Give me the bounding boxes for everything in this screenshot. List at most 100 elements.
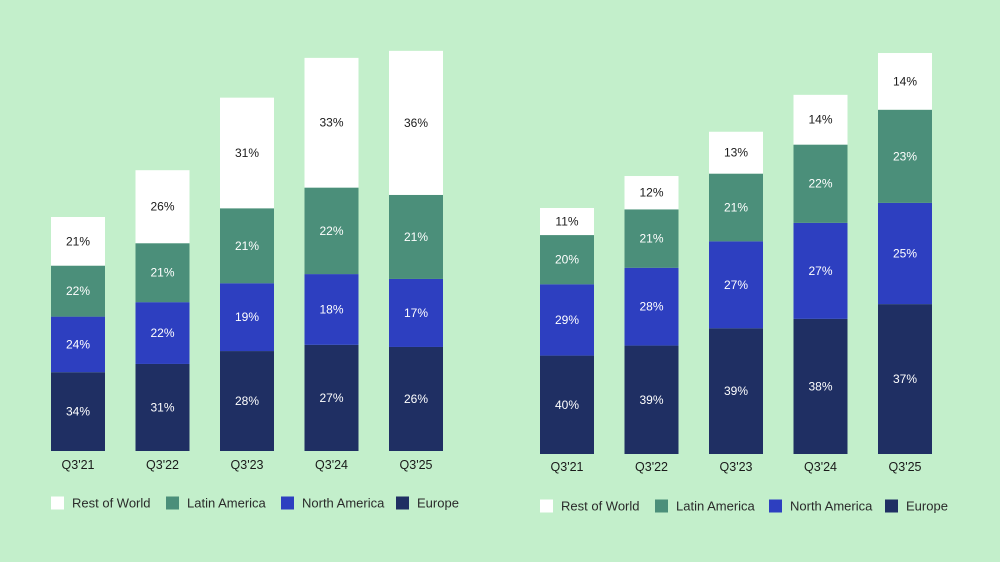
bar-segment-latin-america <box>389 194 443 279</box>
data-label-rest-of-world: 31% <box>235 146 259 160</box>
data-label-latin-america: 22% <box>66 284 90 298</box>
x-tick-label: Q3'25 <box>400 458 433 472</box>
data-label-latin-america: 21% <box>150 266 174 280</box>
bar-q3-24: 27% 18% 22% 33% <box>304 57 359 451</box>
bar-q3-23: 28% 19% 21% 31% <box>220 97 274 451</box>
data-label-latin-america: 21% <box>724 200 748 214</box>
legend-label: Rest of World <box>72 496 151 511</box>
data-label-north-america: 18% <box>319 302 343 316</box>
bar-segment-europe <box>540 355 594 454</box>
bar-segment-north-america <box>389 278 443 347</box>
x-tick-label: Q3'21 <box>551 460 584 474</box>
legend-swatch <box>51 496 64 510</box>
legend-item-north-america: North America <box>769 499 873 514</box>
bar-segment-north-america <box>793 222 848 319</box>
data-label-rest-of-world: 14% <box>808 113 832 127</box>
data-label-europe: 31% <box>150 400 174 414</box>
bar-segment-rest-of-world <box>220 97 274 209</box>
bar-segment-rest-of-world <box>389 50 443 195</box>
bar-segment-latin-america <box>793 144 848 223</box>
legend-swatch <box>540 499 553 513</box>
bar-segment-north-america <box>624 267 679 346</box>
data-label-rest-of-world: 14% <box>893 74 917 88</box>
bar-segment-latin-america <box>624 209 679 268</box>
legend-label: Rest of World <box>561 499 640 514</box>
bar-segment-europe <box>220 351 274 451</box>
bar-segment-north-america <box>304 274 359 345</box>
bar-q3-25: 37% 25% 23% 14% <box>878 53 932 454</box>
bar-segment-latin-america <box>51 265 105 317</box>
x-tick-label: Q3'24 <box>804 460 837 474</box>
data-label-europe: 38% <box>808 379 832 393</box>
stacked-bar-chart-right: 40% 29% 20% 11% Q3'21 39% 28% 21% 12% Q3'22 39% 27%… <box>540 53 948 514</box>
legend-label: Latin America <box>676 499 756 514</box>
bar-segment-rest-of-world <box>135 170 190 244</box>
bar-q3-22: 31% 22% 21% 26% <box>135 170 190 451</box>
bar-segment-europe <box>878 304 932 454</box>
legend-swatch <box>166 496 179 510</box>
data-label-rest-of-world: 33% <box>319 116 343 130</box>
bar-segment-latin-america <box>135 243 190 303</box>
x-tick-label: Q3'25 <box>889 460 922 474</box>
bar-segment-rest-of-world <box>51 217 105 266</box>
bar-segment-latin-america <box>540 235 594 285</box>
bar-segment-north-america <box>709 241 763 329</box>
legend-item-latin-america: Latin America <box>655 499 756 514</box>
data-label-rest-of-world: 36% <box>404 116 428 130</box>
bar-segment-latin-america <box>304 187 359 275</box>
legend-label: Europe <box>906 499 948 514</box>
bar-segment-rest-of-world <box>624 176 679 210</box>
legend-swatch <box>769 499 782 513</box>
legend-item-north-america: North America <box>281 496 385 511</box>
data-label-latin-america: 21% <box>639 232 663 246</box>
data-label-rest-of-world: 13% <box>724 146 748 160</box>
bar-q3-24: 38% 27% 22% 14% <box>793 94 848 454</box>
legend-item-rest-of-world: Rest of World <box>51 496 151 511</box>
bar-segment-latin-america <box>878 109 932 203</box>
data-label-north-america: 19% <box>235 310 259 324</box>
data-label-europe: 28% <box>235 394 259 408</box>
legend-swatch <box>655 499 668 513</box>
data-label-latin-america: 22% <box>808 177 832 191</box>
stacked-bar-chart-left: 34% 24% 22% 21% Q3'21 31% 22% 21% 26% Q3'22 28% 19%… <box>51 50 459 511</box>
data-label-europe: 27% <box>319 391 343 405</box>
legend-label: Latin America <box>187 496 267 511</box>
data-label-rest-of-world: 12% <box>639 186 663 200</box>
data-label-latin-america: 21% <box>404 230 428 244</box>
x-tick-label: Q3'23 <box>231 458 264 472</box>
bar-segment-europe <box>304 344 359 451</box>
data-label-rest-of-world: 11% <box>555 215 578 229</box>
data-label-north-america: 27% <box>808 264 832 278</box>
x-tick-label: Q3'22 <box>635 460 668 474</box>
bar-segment-north-america <box>540 284 594 356</box>
data-label-north-america: 28% <box>639 300 663 314</box>
x-tick-label: Q3'22 <box>146 458 179 472</box>
legend-swatch <box>281 496 294 510</box>
bar-segment-europe <box>624 345 679 454</box>
data-label-europe: 37% <box>893 372 917 386</box>
data-label-north-america: 27% <box>724 278 748 292</box>
bar-q3-21: 34% 24% 22% 21% <box>51 217 105 451</box>
bar-segment-north-america <box>878 202 932 305</box>
bar-segment-north-america <box>220 283 274 352</box>
bar-segment-europe <box>135 363 190 451</box>
bar-segment-rest-of-world <box>540 208 594 236</box>
legend-label: North America <box>790 499 873 514</box>
legend-item-latin-america: Latin America <box>166 496 267 511</box>
bar-segment-rest-of-world <box>793 94 848 145</box>
legend-label: Europe <box>417 496 459 511</box>
legend-swatch <box>396 496 409 510</box>
bar-segment-latin-america <box>220 208 274 284</box>
bar-segment-europe <box>793 318 848 454</box>
data-label-north-america: 17% <box>404 306 428 320</box>
x-tick-label: Q3'24 <box>315 458 348 472</box>
data-label-latin-america: 22% <box>319 224 343 238</box>
data-label-rest-of-world: 21% <box>66 234 90 248</box>
x-tick-label: Q3'23 <box>720 460 753 474</box>
bar-segment-rest-of-world <box>709 131 763 174</box>
bar-q3-23: 39% 27% 21% 13% <box>709 131 763 454</box>
legend: Rest of World Latin America North America E… <box>540 499 948 514</box>
legend-item-europe: Europe <box>885 499 948 514</box>
data-label-latin-america: 23% <box>893 149 917 163</box>
